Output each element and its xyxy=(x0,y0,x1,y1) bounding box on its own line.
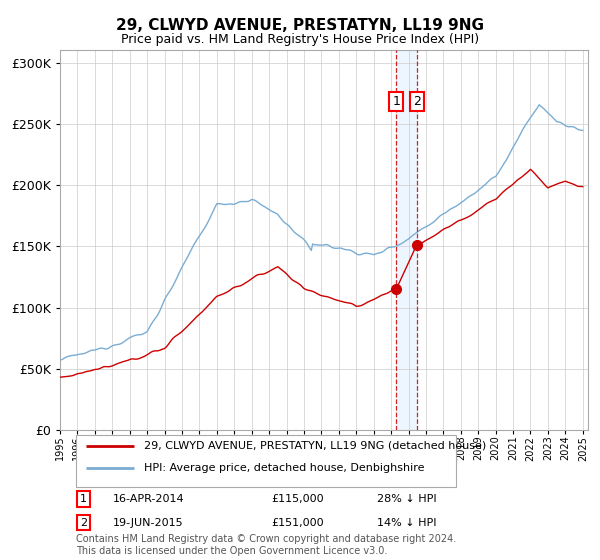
Text: £151,000: £151,000 xyxy=(271,517,324,528)
Text: 1: 1 xyxy=(80,494,87,504)
Text: 2: 2 xyxy=(80,517,88,528)
Text: 29, CLWYD AVENUE, PRESTATYN, LL19 9NG (detached house): 29, CLWYD AVENUE, PRESTATYN, LL19 9NG (d… xyxy=(145,441,487,451)
FancyBboxPatch shape xyxy=(76,435,456,487)
Text: 2: 2 xyxy=(413,95,421,108)
Bar xyxy=(396,50,417,430)
Text: This data is licensed under the Open Government Licence v3.0.: This data is licensed under the Open Gov… xyxy=(76,546,387,556)
Text: £115,000: £115,000 xyxy=(271,494,324,504)
Text: 28% ↓ HPI: 28% ↓ HPI xyxy=(377,494,436,504)
Text: 29, CLWYD AVENUE, PRESTATYN, LL19 9NG: 29, CLWYD AVENUE, PRESTATYN, LL19 9NG xyxy=(116,18,484,32)
Text: 16-APR-2014: 16-APR-2014 xyxy=(113,494,184,504)
Text: 1: 1 xyxy=(392,95,400,108)
Text: Price paid vs. HM Land Registry's House Price Index (HPI): Price paid vs. HM Land Registry's House … xyxy=(121,32,479,46)
Text: 19-JUN-2015: 19-JUN-2015 xyxy=(113,517,184,528)
Text: HPI: Average price, detached house, Denbighshire: HPI: Average price, detached house, Denb… xyxy=(145,463,425,473)
Text: 14% ↓ HPI: 14% ↓ HPI xyxy=(377,517,436,528)
Text: Contains HM Land Registry data © Crown copyright and database right 2024.: Contains HM Land Registry data © Crown c… xyxy=(76,534,456,544)
